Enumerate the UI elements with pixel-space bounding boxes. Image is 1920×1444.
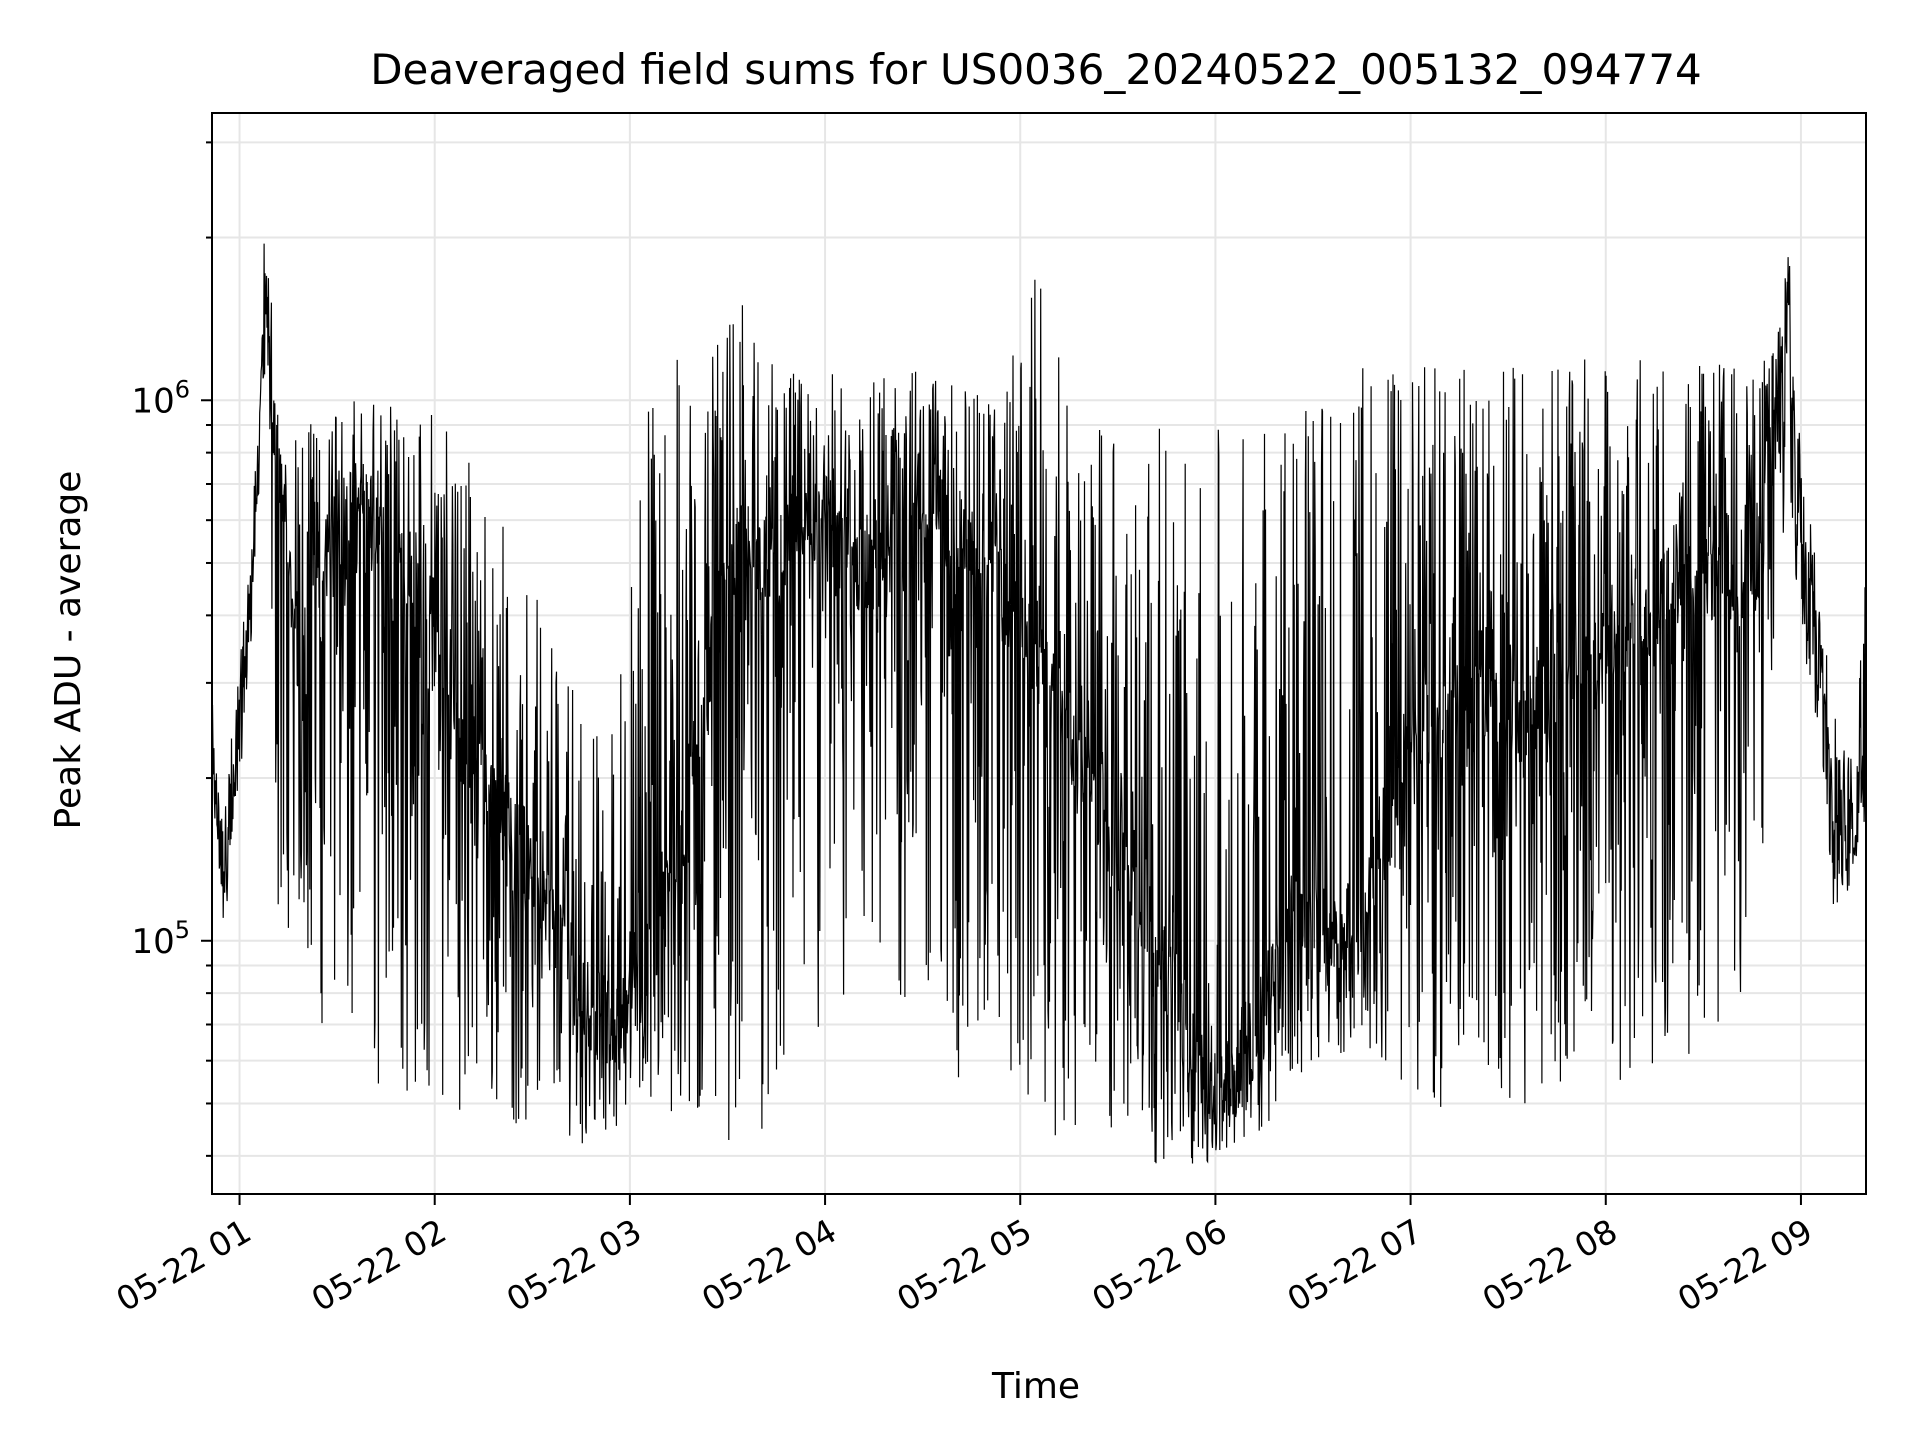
- chart-title: Deaveraged field sums for US0036_2024052…: [370, 45, 1702, 94]
- series-line: [211, 243, 1867, 1164]
- y-tick-label: 106: [131, 375, 190, 421]
- y-tick-label: 105: [131, 916, 190, 962]
- plot-frame: [211, 112, 1867, 1195]
- data-layer: [211, 243, 1867, 1164]
- x-axis-label: Time: [991, 1366, 1080, 1407]
- y-axis-label: Peak ADU - average: [48, 471, 89, 830]
